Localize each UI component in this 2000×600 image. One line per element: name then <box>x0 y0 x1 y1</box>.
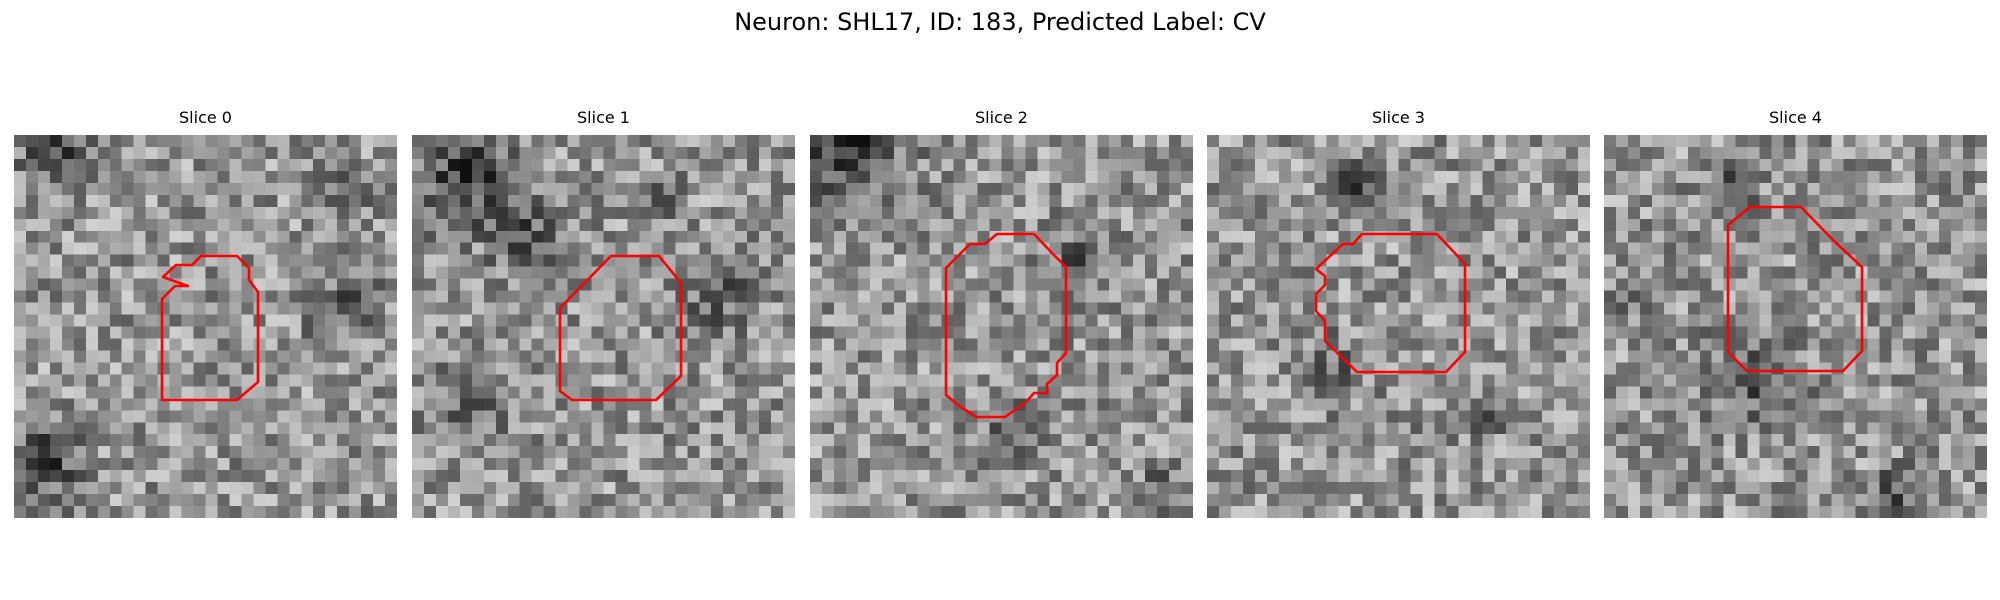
roi-outline-2 <box>944 232 1068 419</box>
slice-title-0: Slice 0 <box>179 108 232 127</box>
roi-contour-0 <box>160 254 260 402</box>
slice-image-4 <box>1604 135 1987 518</box>
slice-panel-3: Slice 3 <box>1207 108 1590 518</box>
slice-panel-1: Slice 1 <box>412 108 795 518</box>
slice-image-3 <box>1207 135 1590 518</box>
slice-noise-2 <box>810 135 1193 518</box>
figure-title: Neuron: SHL17, ID: 183, Predicted Label:… <box>734 8 1266 36</box>
slice-title-1: Slice 1 <box>577 108 630 127</box>
roi-contour-4 <box>1726 205 1864 373</box>
slice-noise-0 <box>14 135 397 518</box>
slice-title-3: Slice 3 <box>1372 108 1425 127</box>
roi-outline-3 <box>1314 232 1467 374</box>
slice-noise-3 <box>1207 135 1590 518</box>
roi-contour-3 <box>1314 232 1467 374</box>
slice-noise-4 <box>1604 135 1987 518</box>
slice-panel-0: Slice 0 <box>14 108 397 518</box>
roi-contour-2 <box>944 232 1068 419</box>
slice-image-2 <box>810 135 1193 518</box>
slice-image-1 <box>412 135 795 518</box>
roi-outline-1 <box>558 254 683 402</box>
slice-panel-2: Slice 2 <box>810 108 1193 518</box>
slice-title-4: Slice 4 <box>1769 108 1822 127</box>
roi-outline-4 <box>1726 205 1864 373</box>
slice-image-0 <box>14 135 397 518</box>
roi-contour-1 <box>558 254 683 402</box>
slice-noise-1 <box>412 135 795 518</box>
slice-title-2: Slice 2 <box>975 108 1028 127</box>
slice-panel-4: Slice 4 <box>1604 108 1987 518</box>
roi-outline-0 <box>160 254 260 402</box>
